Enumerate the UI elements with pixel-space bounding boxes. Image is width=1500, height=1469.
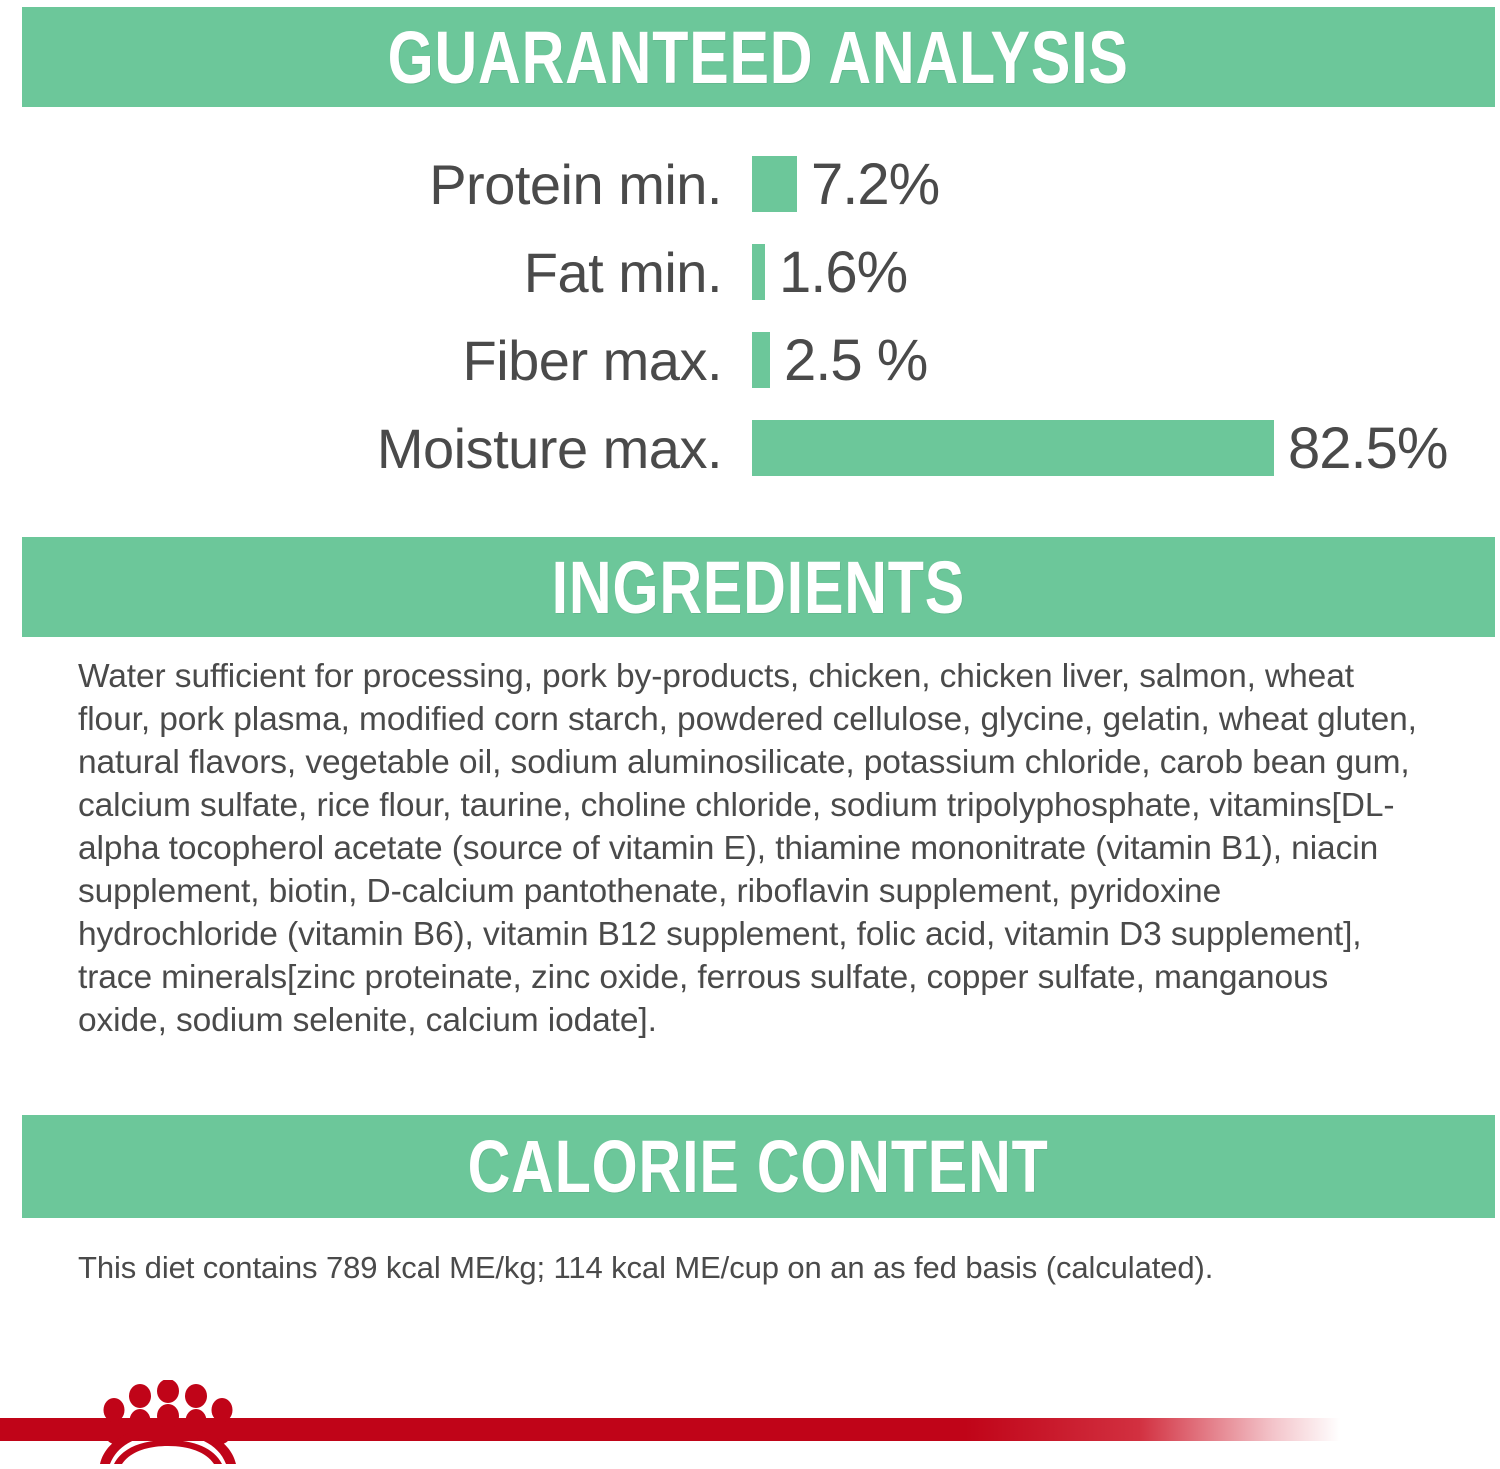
guaranteed-analysis-chart: Protein min. 7.2% Fat min. 1.6% Fiber ma… [0, 140, 1500, 492]
analysis-value-moisture: 82.5% [1288, 415, 1448, 481]
analysis-barwrap-protein: 7.2% [752, 151, 940, 218]
analysis-row-moisture: Moisture max. 82.5% [0, 404, 1500, 492]
analysis-label-fiber: Fiber max. [462, 328, 723, 392]
royal-canin-crown-icon [88, 1379, 248, 1464]
section-header-guaranteed-analysis: GUARANTEED ANALYSIS [22, 7, 1495, 107]
brand-red-bar [0, 1418, 1340, 1441]
section-title-calorie-content: CALORIE CONTENT [468, 1125, 1049, 1208]
analysis-bar-moisture [752, 420, 1274, 476]
section-header-calorie-content: CALORIE CONTENT [22, 1115, 1495, 1218]
section-title-ingredients: INGREDIENTS [551, 545, 966, 629]
analysis-row-protein: Protein min. 7.2% [0, 140, 1500, 228]
analysis-label-protein: Protein min. [429, 152, 722, 216]
analysis-bar-protein [752, 156, 797, 212]
section-title-guaranteed-analysis: GUARANTEED ANALYSIS [387, 15, 1130, 99]
calorie-content-body-text: This diet contains 789 kcal ME/kg; 114 k… [78, 1250, 1214, 1285]
analysis-value-protein: 7.2% [811, 151, 940, 217]
section-header-ingredients: INGREDIENTS [22, 537, 1495, 637]
analysis-label-fat: Fat min. [523, 240, 723, 304]
analysis-bar-fiber [752, 332, 770, 388]
footer [0, 1379, 1500, 1464]
analysis-barwrap-fat: 1.6% [752, 239, 908, 306]
analysis-label-moisture: Moisture max. [376, 416, 723, 480]
ingredients-body-text: Water sufficient for processing, pork by… [78, 658, 1417, 1039]
analysis-row-fat: Fat min. 1.6% [0, 228, 1500, 316]
analysis-value-fiber: 2.5 % [784, 327, 928, 393]
analysis-value-fat: 1.6% [779, 239, 908, 305]
analysis-bar-fat [752, 244, 765, 300]
analysis-barwrap-moisture: 82.5% [752, 415, 1448, 482]
analysis-row-fiber: Fiber max. 2.5 % [0, 316, 1500, 404]
analysis-barwrap-fiber: 2.5 % [752, 327, 928, 394]
